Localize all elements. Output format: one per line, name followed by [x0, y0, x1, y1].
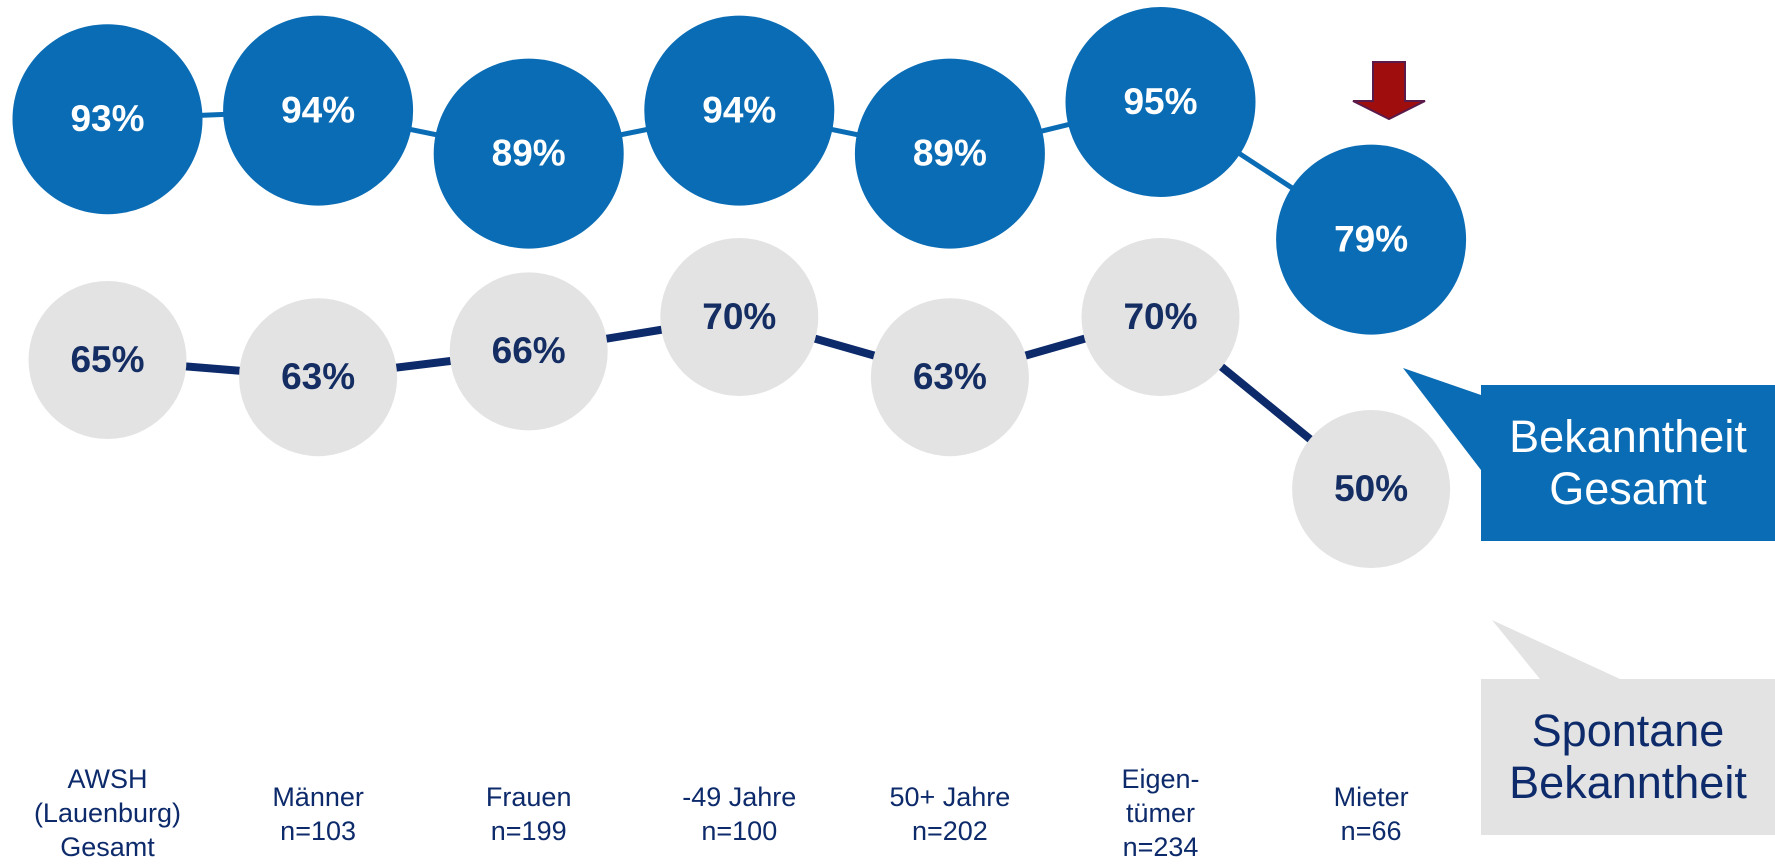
bubble [644, 15, 835, 206]
bubble [1292, 410, 1451, 568]
legend-pointer [1403, 368, 1481, 470]
data-label: 94% [702, 89, 776, 130]
bubble [449, 272, 608, 431]
data-label: 89% [913, 132, 987, 173]
bubble [28, 281, 187, 439]
bubble [870, 298, 1029, 457]
x-tick-label: n=103 [280, 816, 356, 846]
bubble [433, 58, 624, 249]
x-tick-label: n=66 [1341, 816, 1402, 846]
x-tick-label: n=100 [701, 816, 777, 846]
legend-entry: Bekanntheit Gesamt [1481, 385, 1775, 541]
bubble [854, 58, 1045, 249]
x-tick-label: AWSH [68, 764, 148, 794]
data-label: 93% [70, 98, 144, 139]
x-tick-label: (Lauenburg) [34, 798, 181, 828]
bubble [1081, 238, 1240, 396]
bubble [239, 298, 398, 457]
data-label: 50% [1334, 468, 1408, 509]
data-label: 65% [70, 339, 144, 380]
data-label: 70% [1123, 296, 1197, 337]
x-tick-label: Mieter [1334, 782, 1409, 812]
bubble [223, 15, 414, 206]
x-tick-label: n=202 [912, 816, 988, 846]
data-label: 89% [492, 132, 566, 173]
data-label: 70% [702, 296, 776, 337]
marks: 93% 94% 89% 94% 89% 95% 79% 65% 63% 66% 70% 63% 70% 5… [12, 7, 1467, 568]
x-tick-label: Männer [272, 782, 364, 812]
x-tick-label: Eigen- [1121, 764, 1199, 794]
bubble [12, 24, 203, 215]
x-tick-label: n=234 [1123, 832, 1199, 862]
bubble [1065, 7, 1256, 197]
x-tick-label: 50+ Jahre [889, 782, 1010, 812]
data-label: 94% [281, 89, 355, 130]
data-label: 63% [913, 356, 987, 397]
legend-entry: Spontane Bekanntheit [1481, 679, 1775, 835]
data-label: 66% [492, 330, 566, 371]
x-tick-label: -49 Jahre [682, 782, 796, 812]
down-arrow [1352, 61, 1426, 121]
data-label: 63% [281, 356, 355, 397]
bubble [1276, 144, 1467, 335]
x-tick-label: n=199 [491, 816, 567, 846]
legend-pointer [1492, 620, 1620, 679]
data-label: 95% [1123, 81, 1197, 122]
x-tick-label: Gesamt [60, 832, 155, 862]
x-tick-label: Frauen [486, 782, 572, 812]
bubble [660, 238, 819, 396]
data-label: 79% [1334, 218, 1408, 259]
x-tick-label: tümer [1126, 798, 1195, 828]
